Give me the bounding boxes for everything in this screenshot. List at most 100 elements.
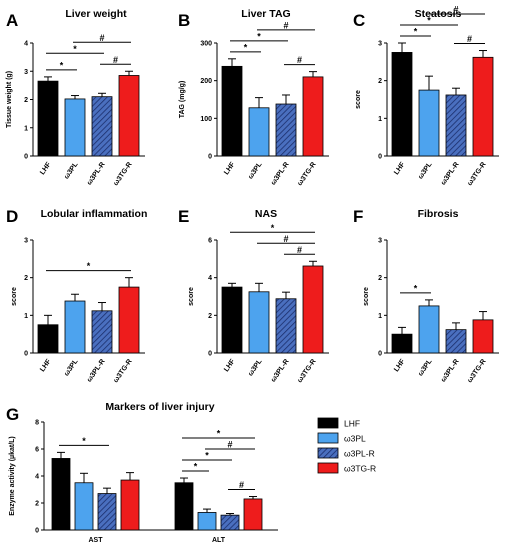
panel-c-letter: C — [353, 11, 365, 30]
panel-g-y-tick-label: 2 — [35, 501, 39, 508]
panel-b-significance-label: * — [257, 31, 261, 41]
legend-label-w3pl-r: ω3PL-R — [344, 449, 375, 459]
panel-f-y-tick-label: 3 — [378, 238, 382, 245]
panel-b-category-label: ω3PL — [247, 161, 264, 181]
panel-g-y-tick-label: 8 — [35, 420, 39, 427]
panel-e-bar-w3pl-r — [275, 298, 297, 354]
panel-c-y-tick-label: 2 — [378, 78, 382, 85]
panel-e-category-label: LHF — [223, 358, 237, 374]
panel-d-title: Lobular inflammation — [41, 208, 148, 220]
panel-b-significance-label: # — [283, 20, 288, 30]
panel-c-category-label: ω3PL — [417, 161, 434, 181]
panel-g-category-label: AST — [89, 537, 104, 544]
panel-a-letter: A — [6, 11, 18, 30]
panel-d-y-tick-label: 2 — [24, 275, 28, 282]
panel-a-category-label: LHF — [39, 161, 53, 177]
panel-e-significance-label: # — [297, 245, 302, 255]
panel-f-y-tick-label: 2 — [378, 275, 382, 282]
panel-f-bar-w3pl — [418, 305, 440, 354]
panel-d-y-axis-label: score — [11, 287, 18, 306]
panel-g-y-tick-label: 0 — [35, 528, 39, 535]
panel-g-bar-ast-lhf — [51, 458, 71, 531]
panel-b-bar-w3pl-r — [275, 103, 297, 157]
panel-a-significance-label: # — [99, 33, 104, 43]
panel-d-letter: D — [6, 207, 18, 226]
panel-f-bar-w3pl-r — [445, 329, 467, 354]
panel-c-bar-lhf — [391, 52, 413, 157]
panel-b-y-tick-label: 300 — [200, 41, 212, 48]
panel-e-letter: E — [178, 207, 189, 226]
panel-c-category-label: ω3PL-R — [440, 161, 461, 186]
panel-g-significance-label: * — [194, 462, 198, 472]
panel-b-category-label: ω3PL-R — [270, 161, 291, 186]
panel-a-bar-lhf — [37, 80, 59, 157]
panel-d-bar-w3pl — [64, 300, 86, 354]
legend-swatch-w3pl — [317, 432, 339, 444]
panel-f-bar-lhf — [391, 333, 413, 354]
panel-e-y-tick-label: 0 — [208, 351, 212, 358]
panel-f-category-label: LHF — [393, 358, 407, 374]
panel-g-significance-label: * — [205, 451, 209, 461]
panel-g-bar-alt-lhf — [174, 482, 194, 531]
panel-b-y-axis-label: TAG (mg/g) — [179, 81, 186, 119]
panel-c-y-tick-label: 3 — [378, 41, 382, 48]
panel-a-title: Liver weight — [65, 8, 127, 20]
panel-d-category-label: ω3TG-R — [112, 358, 133, 384]
panel-a-category-label: ω3PL — [63, 161, 80, 181]
panel-f-y-axis-label: score — [363, 287, 370, 306]
legend-label-lhf: LHF — [344, 419, 360, 429]
panel-f-significance-label: * — [414, 283, 418, 293]
panel-c-significance-label: * — [414, 27, 418, 37]
panel-g-letter: G — [6, 405, 19, 424]
panel-d-y-tick-label: 3 — [24, 238, 28, 245]
panel-g-bar-alt-w3pl — [197, 512, 217, 531]
panel-a-y-tick-label: 1 — [24, 125, 28, 132]
panel-a-y-tick-label: 3 — [24, 69, 28, 76]
panel-g-significance-label: * — [217, 429, 221, 439]
panel-c-bar-w3tg-r — [472, 56, 494, 157]
panel-b-significance-label: # — [297, 55, 302, 65]
panel-e-category-label: ω3PL-R — [270, 358, 291, 383]
panel-c-bar-w3pl — [418, 89, 440, 157]
panel-a-bar-w3pl — [64, 98, 86, 157]
panel-e-y-tick-label: 6 — [208, 238, 212, 245]
panel-d-category-label: ω3PL-R — [86, 358, 107, 383]
panel-c-bar-w3pl-r — [445, 94, 467, 157]
panel-b-bar-w3tg-r — [302, 76, 324, 157]
panel-c-category-label: ω3TG-R — [466, 161, 487, 187]
panel-f-category-label: ω3TG-R — [466, 358, 487, 384]
panel-e-y-axis-label: score — [188, 287, 195, 306]
legend-swatch-w3tg-r — [317, 462, 339, 474]
panel-b-title: Liver TAG — [241, 8, 290, 20]
panel-b-category-label: LHF — [223, 161, 237, 177]
panel-e-bar-lhf — [221, 286, 243, 354]
panel-e-significance-label: * — [271, 223, 275, 233]
panel-g-y-tick-label: 6 — [35, 447, 39, 454]
panel-a-y-tick-label: 4 — [24, 41, 28, 48]
panel-c-significance-label: * — [427, 16, 431, 26]
panel-d-bar-w3pl-r — [91, 310, 113, 354]
panel-e-y-tick-label: 4 — [208, 275, 212, 282]
panel-g-bar-ast-w3pl — [74, 482, 94, 531]
panel-g-bar-ast-w3tg-r — [120, 479, 140, 531]
panel-b-y-tick-label: 0 — [208, 154, 212, 161]
panel-c-y-tick-label: 1 — [378, 116, 382, 123]
panel-g-significance-label: # — [239, 480, 244, 490]
legend-swatch-lhf — [317, 417, 339, 429]
panel-c-significance-label: # — [467, 34, 472, 44]
panel-e-bar-w3tg-r — [302, 265, 324, 354]
panel-c-category-label: LHF — [393, 161, 407, 177]
panel-a-y-tick-label: 2 — [24, 97, 28, 104]
panel-c-significance-label: # — [453, 5, 458, 15]
panel-f-y-tick-label: 1 — [378, 313, 382, 320]
panel-d-significance-label: * — [87, 261, 91, 271]
panel-a-category-label: ω3PL-R — [86, 161, 107, 186]
panel-b-significance-label: * — [244, 42, 248, 52]
panel-a-bar-w3tg-r — [118, 75, 140, 157]
panel-e-bar-w3pl — [248, 291, 270, 354]
panel-e-y-tick-label: 2 — [208, 313, 212, 320]
panel-a-significance-label: # — [113, 55, 118, 65]
panel-g-bar-alt-w3pl-r — [220, 514, 240, 531]
panel-b-y-tick-label: 100 — [200, 116, 212, 123]
